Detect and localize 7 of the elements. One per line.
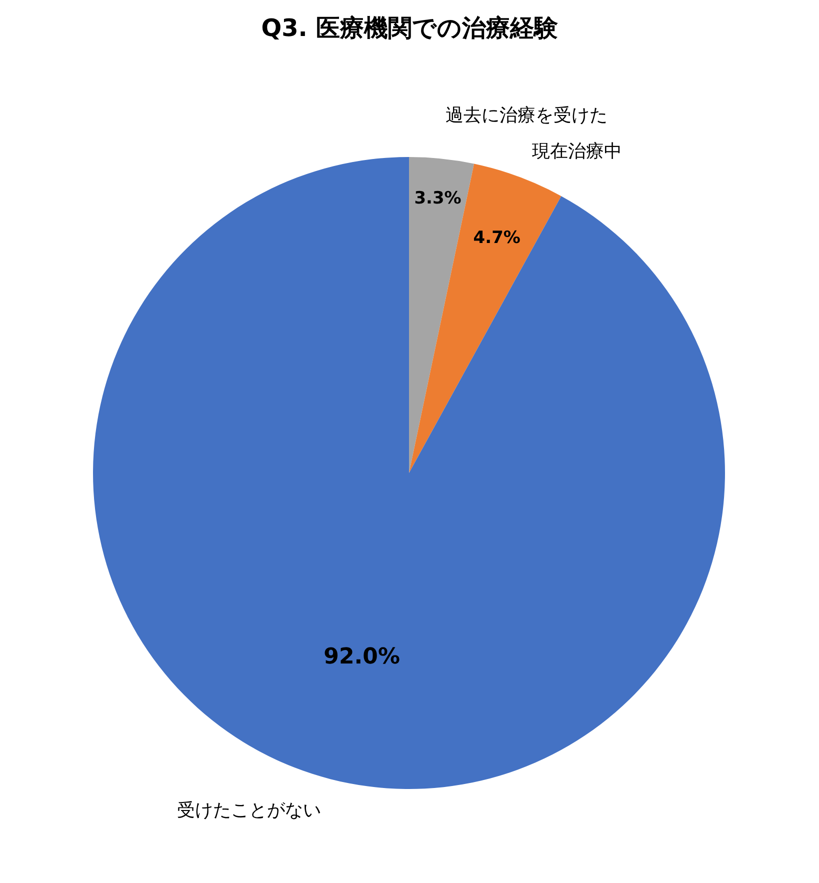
slice-label: 受けたことがない bbox=[176, 800, 321, 821]
slice-label: 現在治療中 bbox=[532, 141, 622, 162]
data-label: 4.7% bbox=[473, 228, 520, 248]
data-label: 92.0% bbox=[324, 644, 400, 670]
data-label: 3.3% bbox=[414, 188, 462, 208]
slice-label: 過去に治療を受けた bbox=[446, 104, 608, 126]
chart-title: Q3. 医療機関での治療経験 bbox=[261, 14, 559, 42]
